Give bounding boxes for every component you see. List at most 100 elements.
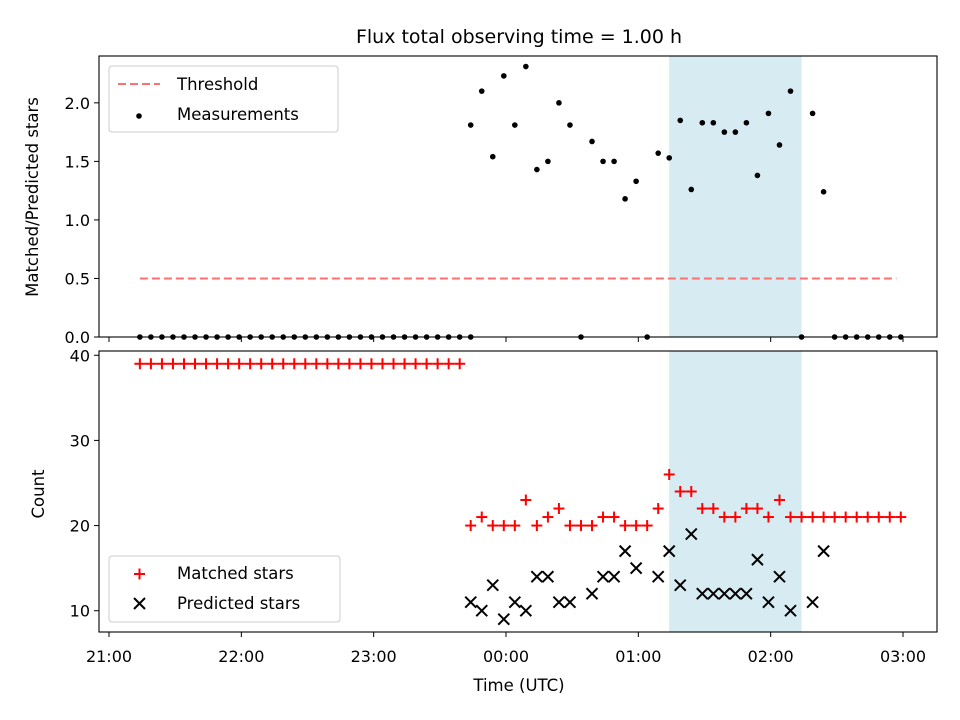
x-tick-label: 00:00 (483, 647, 529, 666)
matched-star-point (343, 358, 355, 370)
matched-star-point (520, 494, 532, 506)
matched-star-point (740, 503, 752, 515)
predicted-star-stroke (674, 578, 687, 592)
matched-star-point (178, 358, 190, 370)
matched-star-point (564, 520, 576, 532)
predicted-star-stroke (618, 544, 632, 558)
predicted-star-stroke (773, 570, 786, 583)
chart-title: Flux total observing time = 1.00 h (356, 26, 682, 48)
predicted-legend-label: Predicted stars (177, 594, 300, 613)
predicted-star-stroke (696, 587, 709, 600)
bottom-legend: Matched stars Predicted stars (108, 555, 341, 623)
matched-star-point (818, 511, 830, 523)
matched-legend-label: Matched stars (177, 564, 294, 583)
top-axes-frame (98, 55, 938, 338)
bottom-y-axis: 10 20 30 40 (70, 346, 99, 621)
predicted-legend-marker (133, 597, 146, 610)
matched-star-point (310, 358, 322, 370)
predicted-star-stroke (663, 544, 676, 558)
matched-star-point (586, 520, 598, 532)
predicted-star-point (508, 595, 522, 609)
predicted-star-point (552, 595, 566, 609)
predicted-star-point (729, 587, 742, 600)
measurement-point (743, 119, 750, 126)
matched-star-point (531, 520, 543, 532)
matched-star-point (211, 358, 223, 370)
matched-star-point (399, 358, 411, 370)
predicted-star-point (563, 595, 577, 609)
matched-star-point (553, 503, 565, 515)
predicted-star-stroke (729, 587, 742, 600)
matched-star-point (718, 511, 730, 523)
matched-star-point (332, 358, 344, 370)
matched-star-point (729, 511, 741, 523)
measurement-point (633, 178, 639, 185)
matched-star-point (465, 520, 477, 532)
x-tick-label: 01:00 (615, 647, 661, 666)
matched-star-point (674, 486, 686, 497)
predicted-star-point (685, 527, 698, 541)
bottom-y-axis-label: Count (29, 469, 48, 519)
y-tick-label: 20 (70, 517, 90, 536)
matched-star-point (388, 358, 400, 370)
matched-star-point (365, 358, 377, 370)
matched-star-point (773, 494, 785, 506)
predicted-star-point (718, 587, 731, 600)
predicted-star-stroke (651, 570, 665, 583)
matched-star-point (321, 358, 333, 370)
measurements-legend-marker (136, 113, 142, 119)
x-axis-label: Time (UTC) (472, 676, 564, 695)
top-y-axis: 0.0 0.5 1.0 1.5 2.0 (65, 94, 99, 347)
matched-star-point (255, 358, 267, 370)
predicted-star-stroke (464, 595, 477, 609)
y-tick-label: 30 (70, 431, 90, 450)
measurement-point (710, 119, 717, 126)
matched-star-point (134, 358, 146, 370)
measurement-point (622, 196, 628, 202)
measurement-point (556, 100, 562, 106)
threshold-legend-label: Threshold (176, 75, 258, 94)
predicted-star-point (762, 595, 775, 609)
observing-window-span (669, 56, 802, 337)
matched-star-point (266, 358, 278, 370)
x-tick-label: 02:00 (748, 647, 794, 666)
matched-star-point (200, 358, 212, 370)
measurement-point (545, 158, 551, 165)
measurement-point (732, 129, 739, 135)
predicted-star-stroke (563, 595, 577, 609)
predicted-star-point (585, 587, 599, 600)
matched-star-point (443, 358, 455, 370)
predicted-star-stroke (629, 561, 643, 575)
y-tick-label: 0.5 (65, 269, 90, 288)
measurement-point (699, 119, 706, 126)
predicted-star-point (663, 544, 676, 558)
matched-star-point (167, 358, 179, 370)
measurement-point (489, 153, 496, 160)
ratio-panel: 0.00.51.01.52.0 Matched/Predicted stars … (23, 55, 938, 347)
matched-star-point (156, 358, 168, 370)
matched-star-point (630, 520, 642, 532)
measurement-point (611, 158, 617, 165)
predicted-star-point (519, 604, 533, 617)
measurement-point (512, 122, 518, 128)
predicted-star-stroke (685, 527, 698, 541)
count-marks (134, 358, 907, 626)
predicted-star-point (596, 570, 610, 583)
y-tick-label: 2.0 (65, 94, 90, 113)
predicted-star-point (751, 553, 764, 566)
predicted-star-point (674, 578, 687, 592)
top-legend-box (108, 65, 339, 133)
measurement-point (589, 138, 595, 145)
matched-star-point (410, 358, 422, 370)
matched-star-point (608, 511, 620, 523)
measurement-point (467, 122, 474, 128)
matched-star-point (796, 511, 808, 523)
matched-star-point (663, 468, 675, 480)
matched-star-point (707, 503, 719, 515)
matched-star-point (575, 520, 587, 532)
matched-star-point (652, 503, 664, 515)
predicted-star-stroke (740, 587, 753, 600)
matched-star-point (421, 358, 433, 370)
predicted-star-point (629, 561, 643, 575)
predicted-star-point (497, 613, 511, 626)
